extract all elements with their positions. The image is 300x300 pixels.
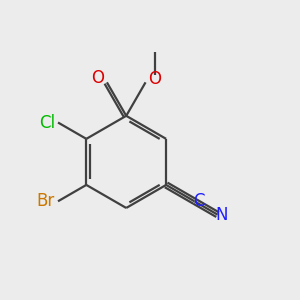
Text: C: C	[193, 192, 205, 210]
Text: Br: Br	[36, 192, 55, 210]
Text: O: O	[148, 70, 162, 88]
Text: O: O	[91, 69, 104, 87]
Text: N: N	[216, 206, 228, 224]
Text: Cl: Cl	[39, 113, 55, 131]
